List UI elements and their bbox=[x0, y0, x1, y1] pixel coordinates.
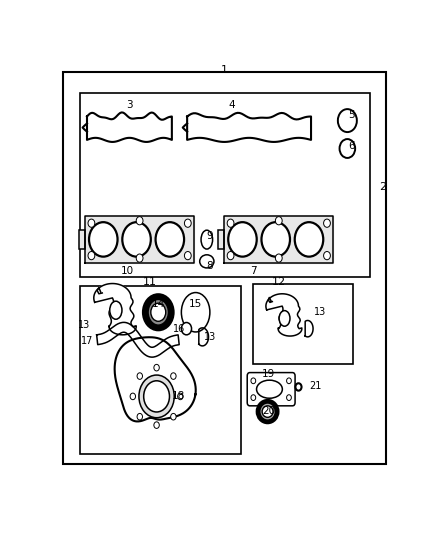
Text: 20: 20 bbox=[262, 406, 275, 416]
Ellipse shape bbox=[251, 395, 256, 400]
Text: 10: 10 bbox=[121, 266, 134, 276]
Ellipse shape bbox=[295, 383, 301, 391]
Ellipse shape bbox=[257, 380, 283, 398]
Text: 17: 17 bbox=[81, 336, 94, 346]
Ellipse shape bbox=[130, 393, 135, 400]
Bar bbox=[79, 230, 85, 249]
Text: 13: 13 bbox=[78, 320, 90, 329]
Text: 19: 19 bbox=[262, 369, 275, 379]
Text: 13: 13 bbox=[204, 332, 216, 342]
Ellipse shape bbox=[88, 252, 95, 260]
Bar bbox=[219, 230, 224, 249]
Ellipse shape bbox=[262, 406, 273, 417]
Ellipse shape bbox=[228, 222, 257, 257]
Text: 11: 11 bbox=[143, 277, 157, 287]
Text: 6: 6 bbox=[349, 141, 355, 151]
Text: 5: 5 bbox=[349, 110, 355, 120]
Text: 4: 4 bbox=[228, 100, 235, 110]
Ellipse shape bbox=[251, 378, 256, 384]
Bar bbox=[80, 286, 241, 454]
Ellipse shape bbox=[122, 222, 151, 257]
Ellipse shape bbox=[286, 395, 291, 400]
Text: 3: 3 bbox=[126, 100, 133, 110]
Text: 1: 1 bbox=[221, 65, 228, 75]
Polygon shape bbox=[94, 284, 136, 335]
Ellipse shape bbox=[136, 254, 143, 262]
Ellipse shape bbox=[88, 219, 95, 227]
Ellipse shape bbox=[261, 222, 290, 257]
Ellipse shape bbox=[286, 378, 291, 384]
Bar bbox=[253, 284, 353, 364]
Text: 8: 8 bbox=[206, 261, 212, 271]
Ellipse shape bbox=[295, 222, 323, 257]
Ellipse shape bbox=[89, 222, 117, 257]
Text: 16: 16 bbox=[173, 324, 185, 334]
Ellipse shape bbox=[136, 216, 143, 225]
Ellipse shape bbox=[110, 301, 122, 319]
Text: 14: 14 bbox=[152, 299, 165, 309]
Ellipse shape bbox=[324, 219, 330, 227]
Ellipse shape bbox=[324, 252, 330, 260]
Ellipse shape bbox=[137, 414, 142, 420]
Ellipse shape bbox=[200, 255, 214, 268]
Ellipse shape bbox=[184, 219, 191, 227]
Ellipse shape bbox=[171, 373, 176, 379]
Polygon shape bbox=[266, 294, 302, 336]
Ellipse shape bbox=[181, 293, 210, 332]
Ellipse shape bbox=[258, 401, 277, 422]
Polygon shape bbox=[87, 112, 172, 142]
Text: 7: 7 bbox=[250, 266, 257, 276]
Ellipse shape bbox=[178, 393, 183, 400]
Ellipse shape bbox=[145, 297, 171, 328]
Bar bbox=[80, 93, 371, 277]
Ellipse shape bbox=[137, 373, 142, 379]
Ellipse shape bbox=[155, 222, 184, 257]
Polygon shape bbox=[187, 113, 311, 142]
Ellipse shape bbox=[338, 109, 357, 132]
Text: 15: 15 bbox=[189, 299, 202, 309]
Ellipse shape bbox=[227, 219, 234, 227]
Polygon shape bbox=[115, 337, 196, 422]
Text: 2: 2 bbox=[379, 182, 386, 192]
Text: 9: 9 bbox=[206, 231, 212, 241]
Ellipse shape bbox=[154, 422, 159, 429]
Ellipse shape bbox=[201, 230, 212, 249]
Ellipse shape bbox=[171, 414, 176, 420]
Polygon shape bbox=[97, 322, 179, 357]
Ellipse shape bbox=[227, 252, 234, 260]
Ellipse shape bbox=[276, 254, 282, 262]
Ellipse shape bbox=[339, 139, 355, 158]
FancyBboxPatch shape bbox=[247, 373, 295, 406]
Text: 12: 12 bbox=[272, 277, 286, 287]
Text: 18: 18 bbox=[172, 391, 185, 401]
Text: 21: 21 bbox=[309, 381, 322, 391]
Ellipse shape bbox=[139, 375, 174, 418]
Ellipse shape bbox=[279, 311, 290, 326]
Ellipse shape bbox=[184, 252, 191, 260]
Ellipse shape bbox=[144, 381, 170, 412]
Ellipse shape bbox=[154, 365, 159, 371]
Polygon shape bbox=[224, 216, 333, 263]
Ellipse shape bbox=[276, 216, 282, 225]
Ellipse shape bbox=[181, 322, 191, 335]
Ellipse shape bbox=[151, 303, 166, 321]
Text: 13: 13 bbox=[314, 307, 327, 317]
Polygon shape bbox=[85, 216, 194, 263]
